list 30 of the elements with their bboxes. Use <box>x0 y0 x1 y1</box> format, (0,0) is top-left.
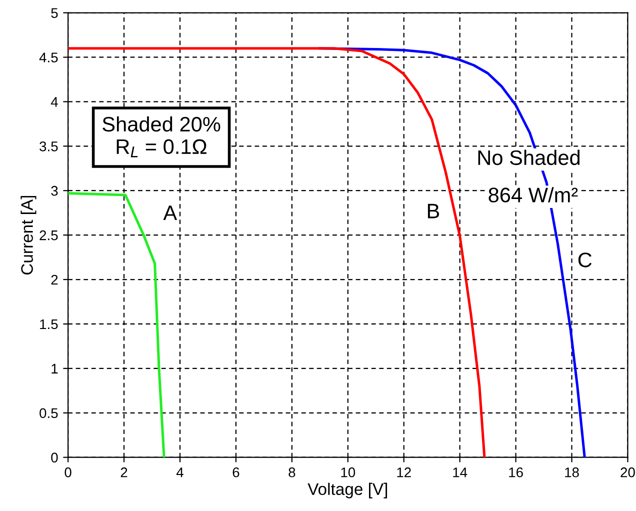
y-tick-label: 0.5 <box>40 408 58 418</box>
y-axis-title: Current [A] <box>20 196 36 275</box>
x-tick-label: 4 <box>176 468 184 478</box>
annotation: A <box>163 206 178 220</box>
annotation: 864 W/m² <box>488 187 578 202</box>
y-tick-label: 4.5 <box>39 52 58 62</box>
annotation: C <box>578 252 592 268</box>
y-tick-label: 5 <box>51 8 58 18</box>
y-tick-label: 4 <box>50 97 58 107</box>
x-tick-label: 6 <box>232 467 240 478</box>
annotation: No Shaded <box>478 150 580 166</box>
x-tick-label: 12 <box>397 467 411 478</box>
y-tick-label: 1.5 <box>40 319 58 330</box>
x-tick-label: 10 <box>341 467 356 478</box>
annotation: B <box>428 204 440 218</box>
y-tick-label: 3 <box>51 186 58 196</box>
x-tick-label: 2 <box>120 467 128 478</box>
x-tick-label: 0 <box>64 467 72 478</box>
x-tick-label: 8 <box>288 467 296 478</box>
x-axis-title: Voltage [V] <box>308 482 388 498</box>
annotation: Shaded 20% R$_{L}$ = 0.1Ω <box>102 116 220 158</box>
y-tick-label: 2 <box>51 274 58 285</box>
x-tick-label: 14 <box>453 468 468 478</box>
y-tick-label: 3.5 <box>40 141 58 152</box>
y-tick-label: 0 <box>51 452 58 463</box>
x-tick-label: 18 <box>565 467 579 478</box>
y-tick-label: 1 <box>52 364 58 374</box>
y-tick-label: 2.5 <box>40 230 58 240</box>
x-tick-label: 20 <box>620 467 635 478</box>
x-tick-label: 16 <box>509 467 523 478</box>
